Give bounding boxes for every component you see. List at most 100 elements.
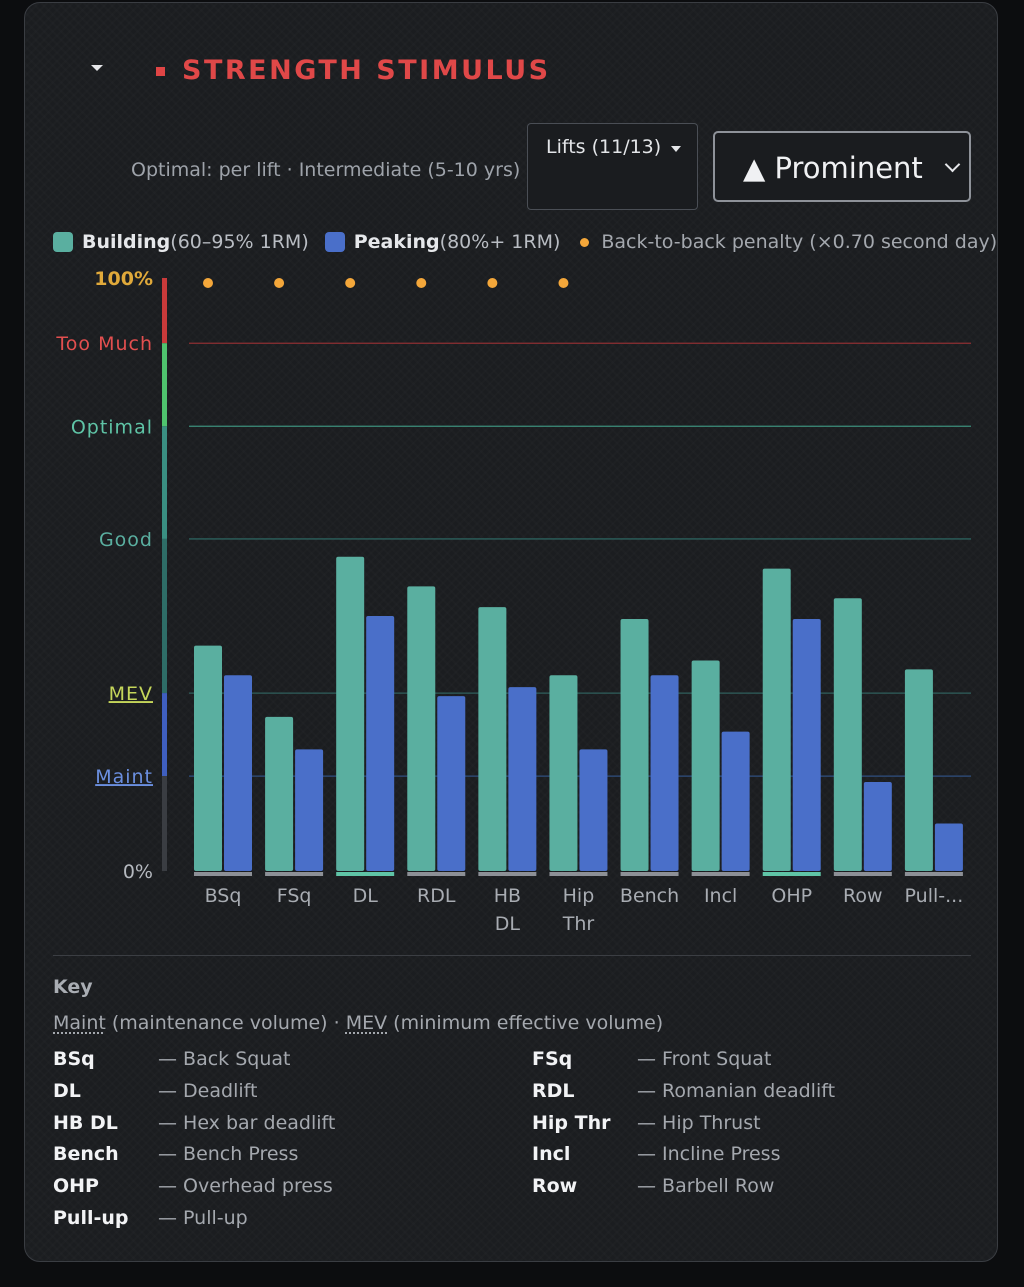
abbreviation-code: HB DL: [53, 1111, 118, 1134]
abbreviation-code: BSq: [53, 1048, 95, 1070]
abbreviation-code: FSq: [532, 1048, 573, 1070]
abbreviation-code: Bench: [53, 1143, 119, 1166]
bar-base-9: [833, 872, 892, 876]
legend-label: Back-to-back penalty (×0.70 second day): [601, 231, 998, 253]
abbreviation-description: — Overhead press: [158, 1175, 333, 1198]
category-label-6: Bench: [620, 885, 679, 907]
display-mode-select[interactable]: ▲ Prominent: [713, 131, 971, 202]
bar-base-10: [904, 872, 963, 876]
lifts-filter-button[interactable]: Lifts (11/13): [527, 123, 698, 210]
category-label-4: DL: [495, 913, 521, 935]
strength-stimulus-chart: Too Much Optimal Good MEV Maint 100% 0% BSq FSq D…: [55, 268, 971, 935]
bar-peaking-3: [437, 696, 466, 871]
scale-segment-5: [162, 776, 167, 871]
abbreviation-description: — Deadlift: [158, 1079, 258, 1102]
key-mev-desc: (minimum effective volume): [393, 1012, 664, 1034]
abbreviation-description: — Romanian deadlift: [637, 1079, 836, 1102]
bar-peaking-9: [863, 782, 892, 871]
strength-stimulus-panel: STRENGTH STIMULUS Optimal: per lift · In…: [24, 2, 998, 1262]
bar-peaking-6: [650, 675, 679, 871]
bar-base-1: [265, 872, 324, 876]
zone-label-too-much: Too Much: [55, 333, 153, 355]
bar-building-9: [833, 598, 862, 871]
bar-peaking-1: [295, 749, 324, 871]
bar-peaking-7: [721, 731, 750, 871]
zone-label-mev: MEV: [109, 683, 153, 705]
bar-base-6: [620, 872, 679, 876]
category-label-8: OHP: [771, 885, 812, 907]
bar-building-8: [762, 568, 791, 871]
abbreviation-description: — Barbell Row: [637, 1175, 775, 1198]
bar-peaking-8: [792, 618, 821, 871]
penalty-dot-5: [558, 278, 569, 288]
legend-range: (60–95% 1RM): [170, 231, 309, 253]
bar-peaking-2: [366, 616, 395, 871]
penalty-dot-2: [345, 278, 356, 288]
penalty-dot-icon: [580, 237, 590, 247]
display-mode-label: ▲ Prominent: [743, 151, 923, 185]
category-label-5: Hip: [563, 885, 595, 907]
bar-building-0: [194, 645, 222, 871]
bar-building-7: [691, 660, 720, 871]
bar-building-2: [336, 556, 365, 871]
category-label-9: Row: [843, 885, 883, 907]
abbreviation-description: — Hex bar deadlift: [158, 1111, 336, 1134]
key-mev: MEV: [345, 1012, 388, 1034]
bar-base-0: [194, 872, 252, 876]
bar-base-3: [407, 872, 466, 876]
legend-label: Building: [82, 231, 171, 253]
category-label-5: Thr: [562, 913, 595, 935]
legend-item-penalty: Back-to-back penalty (×0.70 second day): [576, 231, 997, 253]
legend-label: Peaking: [353, 231, 440, 253]
caret-down-icon: [671, 146, 681, 152]
scale-segment-4: [162, 693, 167, 777]
y-axis-top-label: 100%: [94, 268, 153, 290]
abbreviation-code: OHP: [53, 1175, 99, 1198]
abbreviation-description: — Front Squat: [637, 1048, 772, 1070]
zone-label-good: Good: [99, 529, 153, 551]
panel-subtitle: Optimal: per lift · Intermediate (5-10 y…: [131, 159, 521, 181]
abbreviation-description: — Incline Press: [637, 1143, 781, 1166]
abbreviation-description: — Hip Thrust: [637, 1111, 761, 1134]
bar-building-3: [407, 586, 436, 871]
zone-label-optimal: Optimal: [71, 416, 153, 438]
bar-building-4: [478, 607, 507, 871]
legend-item-peaking: Peaking (80%+ 1RM): [324, 231, 561, 253]
y-axis-bottom-label: 0%: [123, 861, 153, 883]
penalty-dot-0: [203, 278, 213, 288]
bar-peaking-5: [579, 749, 608, 871]
penalty-dot-3: [416, 278, 427, 288]
abbreviation-code: RDL: [532, 1079, 575, 1102]
scale-segment-3: [162, 538, 167, 694]
scale-segment-1: [162, 343, 167, 427]
legend-item-building: Building (60–95% 1RM): [53, 231, 309, 253]
key-maint: Maint: [53, 1012, 106, 1034]
chart-legend: Building (60–95% 1RM) Peaking (80%+ 1RM)…: [53, 231, 1013, 253]
bar-peaking-10: [934, 823, 963, 871]
collapse-caret-icon[interactable]: [91, 65, 103, 71]
key-maint-desc: (maintenance volume) ·: [111, 1012, 340, 1034]
abbreviation-code: Incl: [532, 1143, 571, 1166]
lifts-filter-label: Lifts (11/13): [546, 136, 662, 158]
key-title: Key: [53, 976, 93, 998]
abbreviation-code: Pull-up: [53, 1207, 129, 1229]
category-label-7: Incl: [704, 885, 737, 907]
divider: [53, 955, 971, 956]
bar-base-2: [336, 872, 395, 876]
legend-range: (80%+ 1RM): [439, 231, 561, 253]
bar-building-6: [620, 618, 649, 871]
category-label-0: BSq: [205, 885, 242, 907]
category-label-4: HB: [494, 885, 521, 907]
bar-base-7: [691, 872, 750, 876]
abbreviation-description: — Back Squat: [158, 1048, 291, 1070]
bar-base-8: [762, 872, 821, 876]
abbreviation-description: — Bench Press: [158, 1143, 299, 1166]
title-marker-icon: [156, 67, 165, 76]
scale-segment-0: [162, 278, 167, 344]
penalty-dot-4: [487, 278, 498, 288]
bar-building-5: [549, 675, 578, 871]
penalty-dot-1: [274, 278, 285, 288]
bar-base-4: [478, 872, 537, 876]
bar-peaking-4: [508, 687, 537, 871]
bar-building-10: [904, 669, 933, 871]
